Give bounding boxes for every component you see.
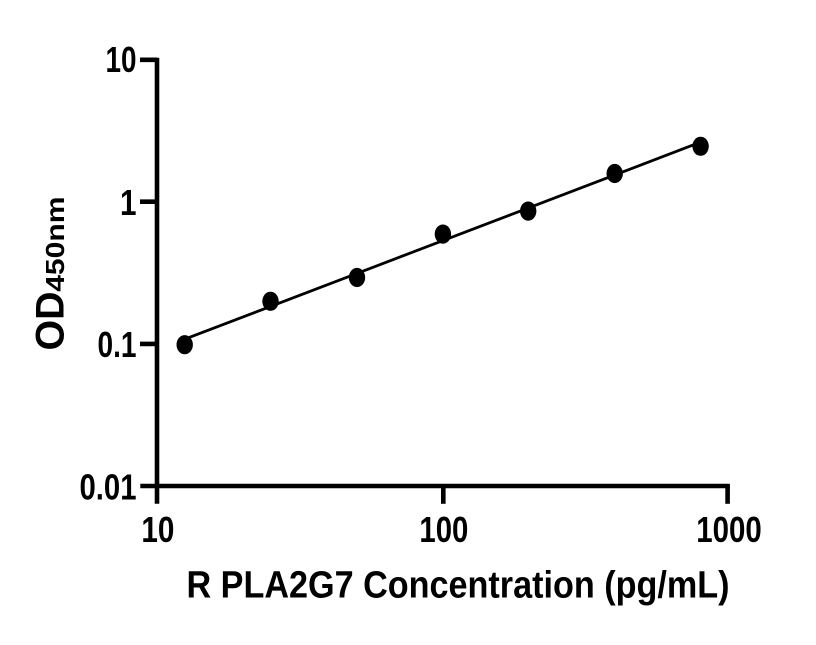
svg-text:10: 10 bbox=[106, 39, 137, 80]
svg-text:450nm: 450nm bbox=[40, 196, 70, 291]
svg-text:OD: OD bbox=[28, 292, 72, 351]
svg-text:10: 10 bbox=[141, 509, 174, 550]
svg-text:0.1: 0.1 bbox=[98, 324, 137, 365]
svg-text:0.01: 0.01 bbox=[80, 466, 137, 507]
svg-text:1: 1 bbox=[120, 182, 137, 223]
svg-text:R PLA2G7 Concentration (pg/mL): R PLA2G7 Concentration (pg/mL) bbox=[187, 565, 730, 607]
svg-text:1000: 1000 bbox=[696, 509, 762, 550]
svg-text:100: 100 bbox=[419, 509, 468, 550]
